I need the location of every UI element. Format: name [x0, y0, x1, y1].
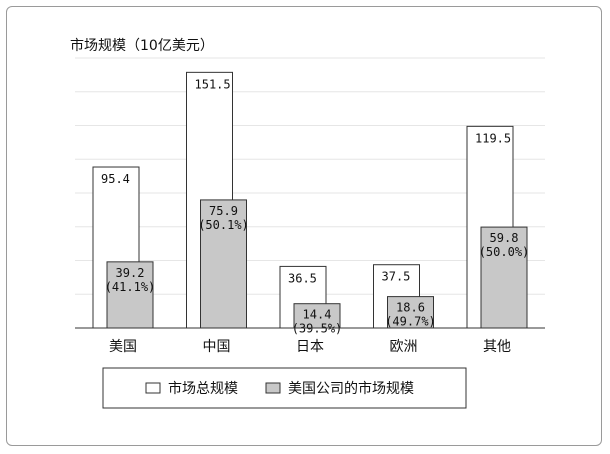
bar-us-label: 75.9: [209, 204, 238, 218]
bar-us-share-label: (50.1%): [198, 218, 249, 232]
legend-box: [102, 367, 467, 409]
legend-swatch-us: [265, 382, 281, 394]
bar-us: [293, 303, 341, 329]
bar-us-share-label: (50.0%): [479, 245, 530, 259]
bar-us-share-label: (49.7%): [385, 315, 436, 329]
bars: 95.439.2(41.1%)151.575.9(50.1%)36.514.4(…: [92, 71, 530, 336]
legend-swatch-total: [145, 382, 161, 394]
category-label: 中国: [203, 339, 231, 355]
bar-us: [106, 261, 154, 329]
bar-us-label: 59.8: [490, 231, 519, 245]
legend: 市场总规模 美国公司的市场规模: [102, 367, 467, 409]
legend-label-total: 市场总规模: [168, 380, 238, 397]
bar-total-label: 37.5: [382, 270, 411, 284]
category-label: 日本: [296, 339, 324, 355]
bar-us-label: 14.4: [303, 308, 332, 322]
bar-us-label: 18.6: [396, 301, 425, 315]
category-label: 美国: [109, 339, 137, 355]
category-labels: 美国 中国 日本 欧洲 其他: [109, 339, 511, 355]
bar-us: [200, 199, 247, 329]
bar-us: [480, 226, 528, 329]
y-axis-label: 市场规模（10亿美元）: [70, 37, 214, 54]
category-label: 其他: [483, 339, 511, 355]
bar-total-label: 151.5: [195, 77, 231, 91]
bar-us-label: 39.2: [116, 266, 145, 280]
bar-us-share-label: (39.5%): [292, 322, 343, 336]
bar-total-label: 95.4: [101, 172, 130, 186]
legend-label-us: 美国公司的市场规模: [288, 380, 414, 397]
bar-total-label: 36.5: [288, 271, 317, 285]
bar-us-share-label: (41.1%): [105, 280, 156, 294]
category-label: 欧洲: [390, 339, 418, 355]
bar-total-label: 119.5: [475, 131, 511, 145]
